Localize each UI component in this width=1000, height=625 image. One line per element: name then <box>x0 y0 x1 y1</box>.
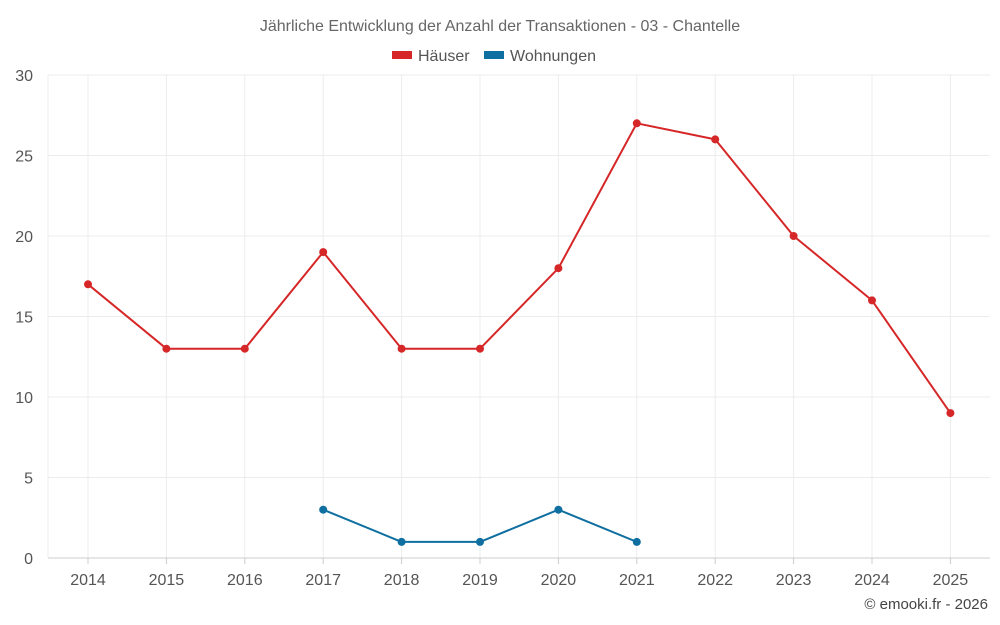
series-wohnungen <box>319 505 641 546</box>
data-point-wohnungen[interactable] <box>554 505 563 514</box>
y-tick-label: 10 <box>15 390 33 407</box>
legend-item-wohnungen[interactable]: Wohnungen <box>484 48 596 65</box>
series-layer <box>84 119 955 546</box>
y-axis: 0 5 10 15 20 25 30 <box>15 68 33 568</box>
data-point-wohnungen[interactable] <box>319 505 328 514</box>
chart-title: Jährliche Entwicklung der Anzahl der Tra… <box>260 18 740 35</box>
x-axis: 2014 2015 2016 2017 2018 2019 2020 2021 2022 2023… <box>48 557 990 589</box>
data-point-haeuser[interactable] <box>397 344 406 353</box>
x-tick-label: 2025 <box>933 572 969 589</box>
data-point-haeuser[interactable] <box>240 344 249 353</box>
y-tick-label: 20 <box>15 229 33 246</box>
legend-swatch-wohnungen <box>484 51 504 59</box>
data-point-wohnungen[interactable] <box>632 537 641 546</box>
x-tick-label: 2024 <box>854 572 890 589</box>
x-tick-label: 2014 <box>70 572 106 589</box>
y-tick-label: 25 <box>15 149 33 166</box>
data-point-wohnungen[interactable] <box>397 537 406 546</box>
series-haeuser <box>84 119 955 418</box>
data-point-haeuser[interactable] <box>632 119 641 128</box>
legend: Häuser Wohnungen <box>392 48 596 65</box>
data-point-haeuser[interactable] <box>946 409 955 418</box>
data-point-haeuser[interactable] <box>711 135 720 144</box>
y-tick-label: 5 <box>24 471 33 488</box>
x-tick-label: 2023 <box>776 572 812 589</box>
legend-label-wohnungen: Wohnungen <box>510 48 596 65</box>
legend-swatch-haeuser <box>392 51 412 59</box>
x-tick-label: 2017 <box>305 572 341 589</box>
data-point-haeuser[interactable] <box>554 264 563 273</box>
data-point-haeuser[interactable] <box>476 344 484 353</box>
credit-text: © emooki.fr - 2026 <box>864 596 988 613</box>
data-point-wohnungen[interactable] <box>476 537 484 546</box>
data-point-haeuser[interactable] <box>319 248 328 257</box>
legend-item-haeuser[interactable]: Häuser <box>392 48 470 65</box>
data-point-haeuser[interactable] <box>868 296 876 305</box>
x-tick-label: 2016 <box>227 572 263 589</box>
y-tick-label: 30 <box>15 68 33 85</box>
data-point-haeuser[interactable] <box>162 344 171 353</box>
grid <box>47 74 990 558</box>
legend-label-haeuser: Häuser <box>418 48 470 65</box>
data-point-haeuser[interactable] <box>789 232 798 240</box>
x-tick-label: 2020 <box>541 572 577 589</box>
series-line-haeuser <box>87 122 952 415</box>
y-tick-label: 0 <box>24 551 33 568</box>
x-tick-label: 2021 <box>619 572 655 589</box>
data-point-haeuser[interactable] <box>84 280 92 289</box>
x-tick-label: 2019 <box>462 572 498 589</box>
y-tick-label: 15 <box>15 310 33 327</box>
x-tick-label: 2018 <box>384 572 420 589</box>
x-tick-label: 2022 <box>697 572 733 589</box>
x-tick-label: 2015 <box>149 572 185 589</box>
